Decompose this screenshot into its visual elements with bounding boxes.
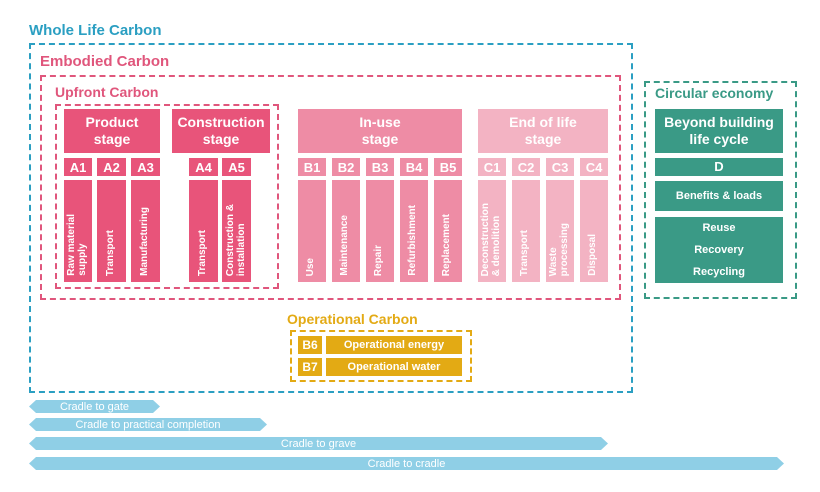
- embodied-carbon-box: [40, 75, 621, 300]
- benefits-and-loads: Benefits & loads: [655, 181, 783, 211]
- module-column-b1: Use: [298, 180, 326, 282]
- module-label-a1: Raw material supply: [66, 214, 88, 276]
- recycling-label: Recycling: [693, 266, 745, 278]
- construction-stage-header: Construction stage: [172, 109, 270, 153]
- cradle-to-cradle-arrow: Cradle to cradle: [29, 457, 784, 470]
- module-code-b5: B5: [434, 158, 462, 176]
- module-column-a5: Construction & installation: [222, 180, 251, 282]
- module-column-c4: Disposal: [580, 180, 608, 282]
- module-code-a5: A5: [222, 158, 251, 176]
- whole-life-carbon-box: [29, 43, 633, 393]
- cradle-to-grave-arrow: Cradle to grave: [29, 437, 608, 450]
- module-label-a2: Transport: [104, 229, 116, 276]
- module-code-a2: A2: [97, 158, 126, 176]
- circular-economy-box: [644, 81, 797, 299]
- module-code-c3: C3: [546, 158, 574, 176]
- whole-life-carbon-title: Whole Life Carbon: [29, 22, 162, 39]
- module-label-c4: Disposal: [587, 234, 598, 276]
- module-code-b4: B4: [400, 158, 428, 176]
- cradle-to-gate-arrow: Cradle to gate: [29, 400, 160, 413]
- operational-carbon-box: [290, 330, 472, 382]
- product-stage-header: Product stage: [64, 109, 160, 153]
- beyond-building-life-cycle: Beyond building life cycle: [655, 109, 783, 153]
- reuse-recovery-recycling-box: Reuse Recovery Recycling: [655, 217, 783, 283]
- module-column-b2: Maintenance: [332, 180, 360, 282]
- module-label-b2: Maintenance: [339, 215, 350, 276]
- module-code-c2: C2: [512, 158, 540, 176]
- module-label-c1: Deconstruction & demolition: [480, 202, 502, 276]
- module-code-b6: B6: [298, 336, 322, 354]
- module-column-a1: Raw material supply: [64, 180, 92, 282]
- reuse-label: Reuse: [702, 222, 736, 234]
- module-code-a3: A3: [131, 158, 160, 176]
- upfront-carbon-box: [55, 104, 279, 289]
- module-code-b1: B1: [298, 158, 326, 176]
- module-column-c2: Transport: [512, 180, 540, 282]
- module-code-a1: A1: [64, 158, 92, 176]
- module-code-b3: B3: [366, 158, 394, 176]
- module-code-c1: C1: [478, 158, 506, 176]
- module-label-b3: Repair: [373, 244, 384, 276]
- module-code-c4: C4: [580, 158, 608, 176]
- module-label-b1: Use: [305, 257, 316, 276]
- recovery-label: Recovery: [694, 244, 744, 256]
- operational-carbon-title: Operational Carbon: [287, 311, 418, 327]
- module-column-c1: Deconstruction & demolition: [478, 180, 506, 282]
- module-label-a5: Construction & installation: [224, 203, 247, 276]
- operational-energy-label: Operational energy: [326, 336, 462, 354]
- upfront-carbon-title: Upfront Carbon: [55, 84, 159, 100]
- operational-water-label: Operational water: [326, 358, 462, 376]
- module-column-b5: Replacement: [434, 180, 462, 282]
- module-code-a4: A4: [189, 158, 218, 176]
- module-code-b7: B7: [298, 358, 322, 376]
- in-use-stage-header: In-use stage: [298, 109, 462, 153]
- cradle-to-practical-completion-arrow: Cradle to practical completion: [29, 418, 267, 431]
- module-label-c3: Waste processing: [548, 222, 570, 276]
- module-column-a3: Manufacturing: [131, 180, 160, 282]
- end-of-life-stage-header: End of life stage: [478, 109, 608, 153]
- module-label-a4: Transport: [196, 229, 208, 276]
- circular-economy-title: Circular economy: [655, 85, 774, 101]
- module-column-b3: Repair: [366, 180, 394, 282]
- module-d: D: [655, 158, 783, 176]
- module-column-a4: Transport: [189, 180, 218, 282]
- module-label-a3: Manufacturing: [138, 207, 150, 276]
- module-label-b5: Replacement: [441, 213, 452, 276]
- module-column-a2: Transport: [97, 180, 126, 282]
- module-label-b4: Refurbishment: [407, 205, 418, 276]
- module-label-c2: Transport: [519, 229, 530, 276]
- module-column-c3: Waste processing: [546, 180, 574, 282]
- module-column-b4: Refurbishment: [400, 180, 428, 282]
- embodied-carbon-title: Embodied Carbon: [40, 53, 170, 70]
- module-code-b2: B2: [332, 158, 360, 176]
